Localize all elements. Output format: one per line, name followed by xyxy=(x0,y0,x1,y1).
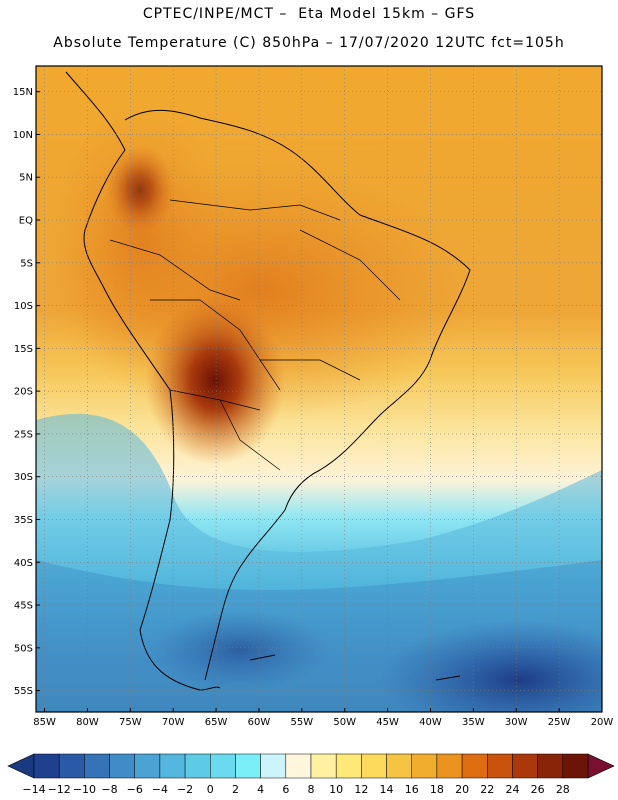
colorbar-label: 4 xyxy=(257,783,264,796)
colorbar-swatch xyxy=(159,753,186,779)
colorbar-swatch xyxy=(487,753,513,779)
lon-label-75W: 75W xyxy=(119,717,142,728)
colorbar-swatch xyxy=(461,753,488,779)
colorbar-swatch xyxy=(109,753,135,779)
colorbar-label: 20 xyxy=(455,783,469,796)
colorbar-label: 6 xyxy=(282,783,289,796)
color-scale-legend: −14 −12 −10 −8 −6 −4 −2 0 2 4 6 8 10 12 14 16 18 20 22 24 26… xyxy=(7,753,615,796)
colorbar-swatch xyxy=(210,753,236,779)
lon-label-85W: 85W xyxy=(33,717,56,728)
colorbar-swatch xyxy=(58,753,85,779)
colorbar-swatch xyxy=(310,753,337,779)
lat-label-55S: 55S xyxy=(14,686,33,697)
lat-label-5N: 5N xyxy=(19,173,33,184)
colorbar-label: 8 xyxy=(308,783,315,796)
colorbar-swatch xyxy=(335,753,362,779)
colorbar-label: −14 xyxy=(22,783,45,796)
colorbar-swatch xyxy=(260,753,287,779)
map-title: CPTEC/INPE/MCT – Eta Model 15km – GFS xyxy=(142,6,476,22)
lat-label-30S: 30S xyxy=(14,472,33,483)
colorbar-label: 10 xyxy=(329,783,343,796)
colorbar-label: −2 xyxy=(177,783,193,796)
country-borders xyxy=(109,199,401,471)
colorbar-swatch xyxy=(436,753,463,779)
lat-label-50S: 50S xyxy=(14,643,33,654)
latitude-labels: 15N 10N 5N EQ 5S 10S 15S 20S 25S 30S 35S 40S 45S 50S 5… xyxy=(13,87,40,697)
colorbar-label: 16 xyxy=(405,783,419,796)
colorbar-swatch xyxy=(235,753,261,779)
lat-label-15S: 15S xyxy=(14,344,33,355)
colorbar-label: −12 xyxy=(48,783,71,796)
lat-label-5S: 5S xyxy=(20,258,33,269)
lat-label-35S: 35S xyxy=(14,515,33,526)
lat-label-45S: 45S xyxy=(14,601,33,612)
lon-label-35W: 35W xyxy=(462,717,485,728)
map-frame xyxy=(35,65,603,713)
longitude-labels: 85W 80W 75W 70W 65W 60W 55W 50W 45W 40W 35W 30W 25W 2… xyxy=(33,708,613,728)
colorbar-label: 12 xyxy=(354,783,368,796)
lat-label-EQ: EQ xyxy=(19,216,33,227)
lat-label-10S: 10S xyxy=(14,301,33,312)
colorbar-swatch xyxy=(285,753,312,779)
lon-label-80W: 80W xyxy=(76,717,99,728)
lon-label-45W: 45W xyxy=(376,717,399,728)
colorbar-swatch xyxy=(562,753,589,779)
colorbar-swatch xyxy=(84,753,110,779)
lon-label-30W: 30W xyxy=(505,717,528,728)
colorbar-swatch xyxy=(134,753,161,779)
colorbar-label: −10 xyxy=(73,783,96,796)
colorbar-label: 2 xyxy=(232,783,239,796)
colorbar-swatch xyxy=(361,753,387,779)
colorbar-swatch xyxy=(411,753,438,779)
lon-label-50W: 50W xyxy=(333,717,356,728)
colorbar-label: 14 xyxy=(380,783,394,796)
lon-label-65W: 65W xyxy=(205,717,228,728)
colorbar-swatch xyxy=(184,753,211,779)
colorbar-label: 26 xyxy=(531,783,545,796)
lat-label-25S: 25S xyxy=(14,429,33,440)
colorbar-label: 0 xyxy=(207,783,214,796)
lat-label-10N: 10N xyxy=(13,130,33,141)
colorbar-label: −8 xyxy=(101,783,117,796)
lon-label-60W: 60W xyxy=(248,717,271,728)
colorbar-label: 24 xyxy=(505,783,519,796)
lat-label-20S: 20S xyxy=(14,387,33,398)
lat-label-40S: 40S xyxy=(14,558,33,569)
colorbar-label: 18 xyxy=(430,783,444,796)
colorbar-label: −4 xyxy=(152,783,168,796)
lon-label-20W: 20W xyxy=(591,717,614,728)
colorbar-label: −6 xyxy=(127,783,143,796)
lon-label-55W: 55W xyxy=(291,717,314,728)
colorbar-low-arrow xyxy=(7,753,35,779)
colorbar-high-arrow xyxy=(587,753,615,779)
colorbar-swatch xyxy=(386,753,412,779)
temperature-field xyxy=(36,66,602,712)
colorbar-label: 28 xyxy=(556,783,570,796)
colorbar-swatch xyxy=(537,753,564,779)
colorbar-swatch xyxy=(33,753,60,779)
lat-label-15N: 15N xyxy=(13,87,33,98)
map-subtitle: Absolute Temperature (C) 850hPa – 17/07/… xyxy=(53,35,565,51)
colorbar-swatch xyxy=(512,753,538,779)
lon-label-25W: 25W xyxy=(548,717,571,728)
lon-label-40W: 40W xyxy=(419,717,442,728)
lon-label-70W: 70W xyxy=(162,717,185,728)
colorbar-label: 22 xyxy=(480,783,494,796)
